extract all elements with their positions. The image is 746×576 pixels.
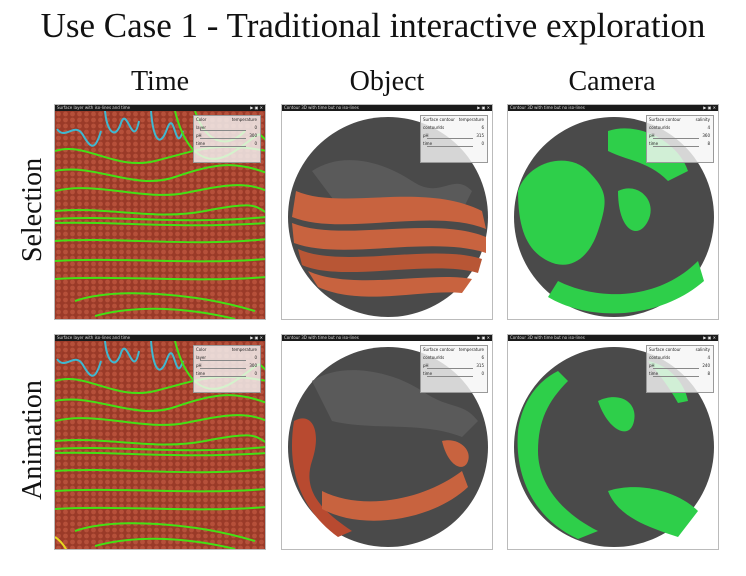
control-row[interactable]: pH 240	[649, 363, 710, 369]
control-row[interactable]: time 8	[649, 371, 710, 377]
control-row[interactable]: Color temperature	[196, 347, 257, 352]
slider[interactable]	[200, 360, 246, 361]
column-header-camera: Camera	[568, 66, 656, 97]
window-title-bar: Contour 3D with time but no iso-lines ▶ …	[282, 335, 492, 341]
control-row[interactable]: time 8	[649, 141, 710, 147]
slider[interactable]	[427, 376, 473, 377]
window-title: Contour 3D with time but no iso-lines	[284, 105, 359, 110]
control-row[interactable]: pH 300	[196, 363, 257, 369]
column-header-time: Time	[130, 66, 190, 97]
slider[interactable]	[200, 138, 246, 139]
control-row[interactable]: contourIds 6	[423, 125, 484, 130]
window-controls-icon[interactable]: ▶ ▣ ✕	[477, 105, 490, 110]
row-header-animation: Animation	[17, 380, 48, 500]
globe-view	[288, 347, 488, 547]
control-overlay[interactable]: Surface contour salinity contourIds 4 pH 24…	[646, 345, 714, 393]
slider[interactable]	[427, 138, 473, 139]
window-title-bar: Surface layer with iso-lines and time ▶ …	[55, 105, 265, 111]
slider[interactable]	[427, 368, 473, 369]
row-header-selection: Selection	[17, 157, 48, 263]
slider[interactable]	[653, 146, 699, 147]
panel-time-selection[interactable]: Surface layer with iso-lines and time ▶ …	[54, 104, 266, 320]
window-title: Surface layer with iso-lines and time	[57, 335, 131, 340]
contour-terrain-view	[55, 341, 265, 549]
window-title-bar: Contour 3D with time but no iso-lines ▶ …	[508, 335, 718, 341]
panel-object-selection[interactable]: Contour 3D with time but no iso-lines ▶ …	[281, 104, 493, 320]
panel-camera-animation[interactable]: Contour 3D with time but no iso-lines ▶ …	[507, 334, 719, 550]
window-controls-icon[interactable]: ▶ ▣ ✕	[703, 335, 716, 340]
control-row[interactable]: Surface contour temperature	[423, 117, 484, 122]
window-controls-icon[interactable]: ▶ ▣ ✕	[703, 105, 716, 110]
control-overlay[interactable]: Color temperature layer 0 pH 300 time 0	[193, 115, 261, 163]
slider[interactable]	[427, 146, 473, 147]
control-overlay[interactable]: Surface contour temperature contourIds 6 p…	[420, 115, 488, 163]
control-overlay[interactable]: Surface contour temperature contourIds 6 p…	[420, 345, 488, 393]
slider[interactable]	[200, 376, 246, 377]
window-controls-icon[interactable]: ▶ ▣ ✕	[250, 335, 263, 340]
window-title: Contour 3D with time but no iso-lines	[510, 335, 585, 340]
control-row[interactable]: time 0	[423, 371, 484, 377]
globe-view	[288, 117, 488, 317]
window-title: Surface layer with iso-lines and time	[57, 105, 131, 110]
control-row[interactable]: pH 315	[423, 133, 484, 139]
control-overlay[interactable]: Surface contour salinity contourIds 4 pH 36…	[646, 115, 714, 163]
window-title: Contour 3D with time but no iso-lines	[284, 335, 359, 340]
slider[interactable]	[200, 146, 246, 147]
window-title-bar: Contour 3D with time but no iso-lines ▶ …	[508, 105, 718, 111]
panel-camera-selection[interactable]: Contour 3D with time but no iso-lines ▶ …	[507, 104, 719, 320]
panel-object-animation[interactable]: Contour 3D with time but no iso-lines ▶ …	[281, 334, 493, 550]
window-controls-icon[interactable]: ▶ ▣ ✕	[250, 105, 263, 110]
control-row[interactable]: contourIds 4	[649, 355, 710, 360]
slider[interactable]	[200, 368, 246, 369]
control-row[interactable]: Surface contour salinity	[649, 117, 710, 122]
control-row[interactable]: time 0	[196, 371, 257, 377]
control-row[interactable]: layer 0	[196, 125, 257, 131]
control-row[interactable]: pH 300	[196, 133, 257, 139]
slider[interactable]	[653, 376, 699, 377]
control-row[interactable]: pH 360	[649, 133, 710, 139]
window-title-bar: Surface layer with iso-lines and time ▶ …	[55, 335, 265, 341]
control-overlay[interactable]: Color temperature layer 0 pH 300 time 0	[193, 345, 261, 393]
control-row[interactable]: contourIds 6	[423, 355, 484, 360]
control-row[interactable]: time 0	[196, 141, 257, 147]
control-row[interactable]: contourIds 4	[649, 125, 710, 130]
panel-time-animation[interactable]: Surface layer with iso-lines and time ▶ …	[54, 334, 266, 550]
control-row[interactable]: pH 315	[423, 363, 484, 369]
slider[interactable]	[200, 130, 246, 131]
globe-view	[514, 117, 714, 317]
page-title: Use Case 1 - Traditional interactive exp…	[40, 6, 706, 45]
control-row[interactable]: time 0	[423, 141, 484, 147]
control-row[interactable]: Surface contour salinity	[649, 347, 710, 352]
control-row[interactable]: Color temperature	[196, 117, 257, 122]
window-controls-icon[interactable]: ▶ ▣ ✕	[477, 335, 490, 340]
control-row[interactable]: Surface contour temperature	[423, 347, 484, 352]
window-title: Contour 3D with time but no iso-lines	[510, 105, 585, 110]
slider[interactable]	[653, 138, 699, 139]
window-title-bar: Contour 3D with time but no iso-lines ▶ …	[282, 105, 492, 111]
control-row[interactable]: layer 0	[196, 355, 257, 361]
slider[interactable]	[653, 368, 699, 369]
column-header-object: Object	[349, 66, 425, 97]
